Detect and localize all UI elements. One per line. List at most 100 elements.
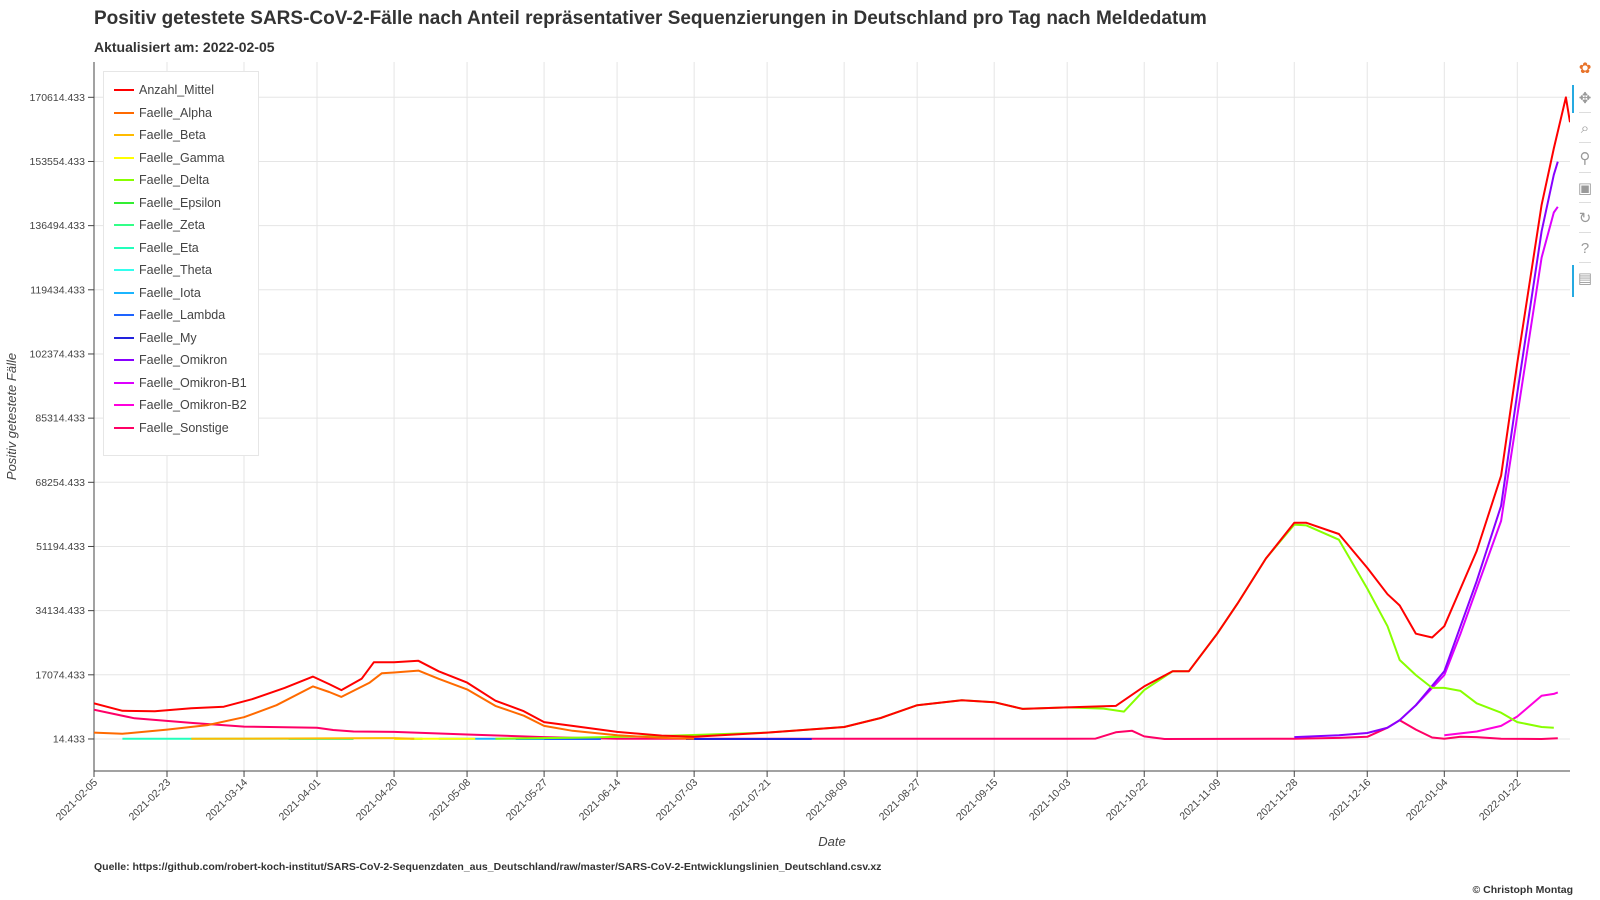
legend-label: Faelle_My: [139, 330, 197, 345]
toolbar-separator: [1579, 262, 1591, 263]
legend-item[interactable]: Faelle_Epsilon: [114, 193, 221, 213]
series-line-anzahl-mittel[interactable]: [94, 96, 1570, 738]
legend-swatch: [114, 404, 134, 406]
series-line-faelle-omikron[interactable]: [1294, 161, 1559, 739]
y-tick-label: 51194.433: [36, 541, 85, 553]
x-tick-label: 2021-10-22: [1104, 777, 1151, 824]
copyright-note: © Christoph Montag: [1472, 884, 1573, 896]
plot-area: [94, 62, 1570, 771]
y-tick-label: 68254.433: [35, 477, 85, 489]
save-tool-icon[interactable]: ▣: [1577, 180, 1593, 197]
y-tick-label: 17074.433: [35, 669, 85, 681]
box-zoom-tool-icon[interactable]: ⌕: [1580, 119, 1590, 137]
x-tick-label: 2021-11-09: [1177, 777, 1223, 823]
y-tick-label: 136494.433: [30, 220, 86, 232]
legend-item[interactable]: Faelle_Omikron: [114, 350, 227, 370]
legend-swatch: [114, 426, 134, 429]
legend-swatch: [114, 179, 134, 181]
legend-item[interactable]: Faelle_Zeta: [114, 215, 205, 235]
x-tick-label: 2021-08-09: [804, 777, 851, 824]
legend-swatch: [114, 111, 134, 114]
legend-label: Faelle_Alpha: [139, 105, 212, 120]
legend-label: Faelle_Theta: [139, 263, 212, 277]
legend-label: Anzahl_Mittel: [139, 83, 215, 97]
legend-item[interactable]: Faelle_Alpha: [114, 103, 212, 123]
legend-label: Faelle_Epsilon: [139, 195, 221, 210]
legend-swatch: [114, 336, 134, 339]
y-tick-label: 119434.433: [30, 284, 85, 296]
pan-tool-icon[interactable]: ✥: [1578, 90, 1592, 107]
help-tool-icon[interactable]: ?: [1580, 239, 1590, 257]
reset-tool-icon[interactable]: ↻: [1578, 210, 1592, 227]
legend-label: Faelle_Lambda: [139, 308, 226, 322]
legend-label: Faelle_Sonstige: [139, 420, 229, 435]
legend-label: Faelle_Eta: [139, 240, 199, 255]
legend-item[interactable]: Faelle_Gamma: [114, 148, 224, 168]
hover-tool-icon[interactable]: ▤: [1577, 270, 1593, 287]
y-tick-label: 170614.433: [30, 92, 86, 104]
x-tick-label: 2021-10-03: [1027, 777, 1074, 824]
legend-item[interactable]: Faelle_Delta: [114, 170, 209, 190]
legend-swatch: [114, 224, 134, 226]
y-tick-label: 14.433: [53, 733, 85, 745]
x-tick-label: 2021-04-20: [354, 777, 401, 824]
series-line-faelle-alpha[interactable]: [94, 669, 695, 740]
chart-toolbar[interactable]: ✿ ✥ ⌕ ⚲ ▣ ↻? ▤: [1572, 59, 1598, 299]
x-tick-label: 2021-02-23: [127, 777, 174, 824]
legend-swatch: [114, 156, 134, 159]
legend-swatch: [114, 269, 134, 271]
x-tick-label: 2021-02-05: [54, 777, 101, 824]
x-tick-label: 2021-05-08: [427, 777, 474, 824]
legend-item[interactable]: Faelle_Sonstige: [114, 418, 229, 438]
source-note: Quelle: https://github.com/robert-koch-i…: [94, 861, 882, 873]
toolbar-separator: [1579, 202, 1591, 203]
legend-item[interactable]: Faelle_Omikron-B2: [114, 395, 247, 415]
series-line-faelle-sonstige[interactable]: [94, 708, 1558, 740]
legend-item[interactable]: Faelle_Omikron-B1: [114, 373, 247, 393]
legend-label: Faelle_Gamma: [139, 150, 225, 165]
legend-item[interactable]: Faelle_Lambda: [114, 305, 225, 325]
series-line-faelle-omikron-b2[interactable]: [1444, 691, 1559, 737]
legend-swatch: [114, 201, 134, 204]
chart-legend[interactable]: Anzahl_Mittel Faelle_Alpha Faelle_Beta Fael…: [103, 71, 259, 456]
series-line-faelle-beta[interactable]: [191, 737, 415, 740]
legend-swatch: [114, 89, 134, 91]
x-tick-label: 2021-04-01: [277, 777, 324, 824]
x-tick-label: 2021-11-28: [1254, 777, 1300, 823]
x-axis-label: Date: [818, 834, 845, 849]
legend-swatch: [114, 381, 134, 384]
legend-swatch: [114, 134, 134, 136]
legend-label: Faelle_Zeta: [139, 218, 206, 232]
legend-item[interactable]: Anzahl_Mittel: [114, 80, 214, 100]
y-tick-label: 85314.433: [35, 413, 85, 425]
legend-label: Faelle_Beta: [139, 128, 206, 142]
legend-item[interactable]: Faelle_Theta: [114, 260, 212, 280]
toolbar-separator: [1579, 232, 1591, 233]
legend-item[interactable]: Faelle_Iota: [114, 283, 201, 303]
wheel-zoom-tool-icon[interactable]: ⚲: [1579, 150, 1591, 167]
x-tick-label: 2021-09-15: [954, 777, 1001, 824]
x-tick-label: 2021-05-27: [504, 777, 551, 824]
x-tick-label: 2021-03-14: [204, 777, 251, 824]
active-tool-indicator: [1572, 85, 1574, 113]
legend-item[interactable]: Faelle_Beta: [114, 125, 206, 145]
toolbar-separator: [1579, 112, 1591, 113]
x-tick-label: 2021-07-21: [727, 777, 774, 824]
x-tick-label: 2021-06-14: [577, 777, 624, 824]
legend-label: Faelle_Omikron-B1: [139, 375, 247, 390]
toolbar-separator: [1579, 172, 1591, 173]
legend-swatch: [114, 246, 134, 249]
legend-swatch: [114, 291, 134, 294]
bokeh-logo-icon: ✿: [1578, 60, 1592, 77]
legend-swatch: [114, 359, 134, 361]
legend-item[interactable]: Faelle_My: [114, 328, 197, 348]
legend-label: Faelle_Omikron-B2: [139, 398, 247, 412]
legend-label: Faelle_Delta: [139, 173, 210, 187]
y-tick-label: 153554.433: [30, 156, 86, 168]
x-tick-label: 2021-07-03: [654, 777, 701, 824]
x-tick-label: 2022-01-04: [1404, 777, 1451, 824]
legend-item[interactable]: Faelle_Eta: [114, 238, 199, 258]
chart-title: Positiv getestete SARS-CoV-2-Fälle nach …: [94, 8, 1207, 29]
chart-subtitle: Aktualisiert am: 2022-02-05: [94, 39, 275, 55]
